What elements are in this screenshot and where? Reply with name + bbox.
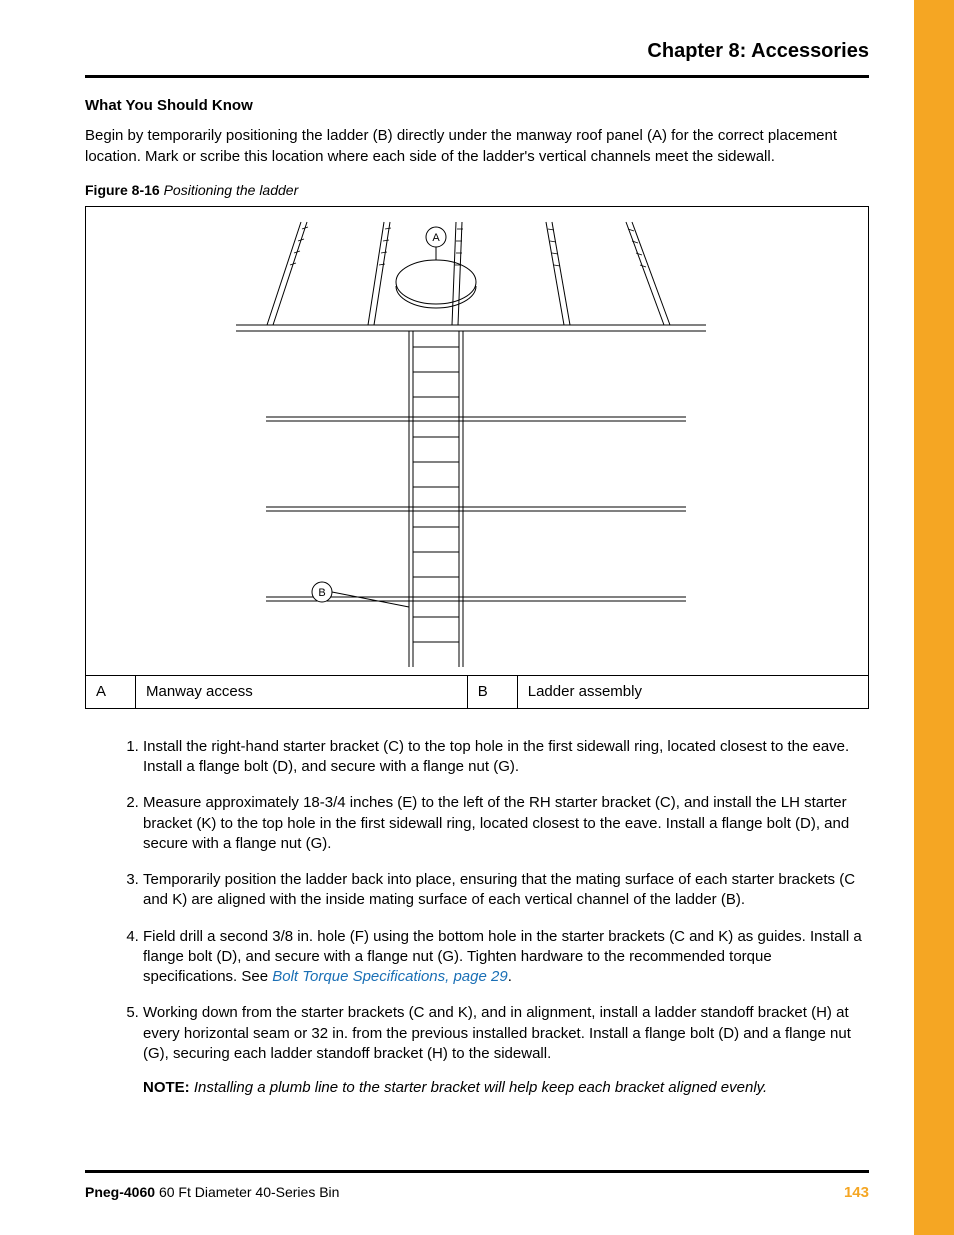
chapter-title: Chapter 8: Accessories xyxy=(85,38,869,65)
footer-left: Pneg-4060 60 Ft Diameter 40-Series Bin xyxy=(85,1183,339,1203)
list-item: Install the right-hand starter bracket (… xyxy=(143,737,869,778)
note-label: NOTE: xyxy=(143,1079,190,1096)
legend-desc: Manway access xyxy=(136,675,468,708)
legend-key: B xyxy=(467,675,517,708)
page-number: 143 xyxy=(844,1183,869,1203)
callout-b-label: B xyxy=(318,587,325,599)
side-tab xyxy=(914,0,954,1235)
figure-caption-text: Positioning the ladder xyxy=(164,182,299,198)
header-rule xyxy=(85,75,869,78)
table-row: A Manway access B Ladder assembly xyxy=(86,675,869,708)
list-item: Working down from the starter brackets (… xyxy=(143,1003,869,1098)
steps-list: Install the right-hand starter bracket (… xyxy=(85,737,869,1099)
doc-title: 60 Ft Diameter 40-Series Bin xyxy=(159,1184,340,1200)
figure-label: Figure 8-16 xyxy=(85,182,160,198)
figure-legend-table: A Manway access B Ladder assembly xyxy=(85,675,869,709)
figure-diagram: A B xyxy=(85,206,869,676)
intro-paragraph: Begin by temporarily positioning the lad… xyxy=(85,126,869,167)
page-footer: Pneg-4060 60 Ft Diameter 40-Series Bin 1… xyxy=(85,1170,869,1203)
list-item: Measure approximately 18-3/4 inches (E) … xyxy=(143,793,869,854)
page-content: Chapter 8: Accessories What You Should K… xyxy=(85,38,869,1114)
torque-spec-link[interactable]: Bolt Torque Specifications, page 29 xyxy=(272,968,507,985)
list-item: Field drill a second 3/8 in. hole (F) us… xyxy=(143,927,869,988)
step-text-post: . xyxy=(508,968,512,985)
section-heading: What You Should Know xyxy=(85,96,869,116)
doc-id: Pneg-4060 xyxy=(85,1184,155,1200)
note-body: Installing a plumb line to the starter b… xyxy=(194,1079,767,1096)
legend-key: A xyxy=(86,675,136,708)
legend-desc: Ladder assembly xyxy=(517,675,868,708)
figure-caption: Figure 8-16 Positioning the ladder xyxy=(85,181,869,200)
step-text: Working down from the starter brackets (… xyxy=(143,1004,851,1062)
footer-rule xyxy=(85,1170,869,1173)
callout-a-label: A xyxy=(432,232,440,244)
list-item: Temporarily position the ladder back int… xyxy=(143,870,869,911)
